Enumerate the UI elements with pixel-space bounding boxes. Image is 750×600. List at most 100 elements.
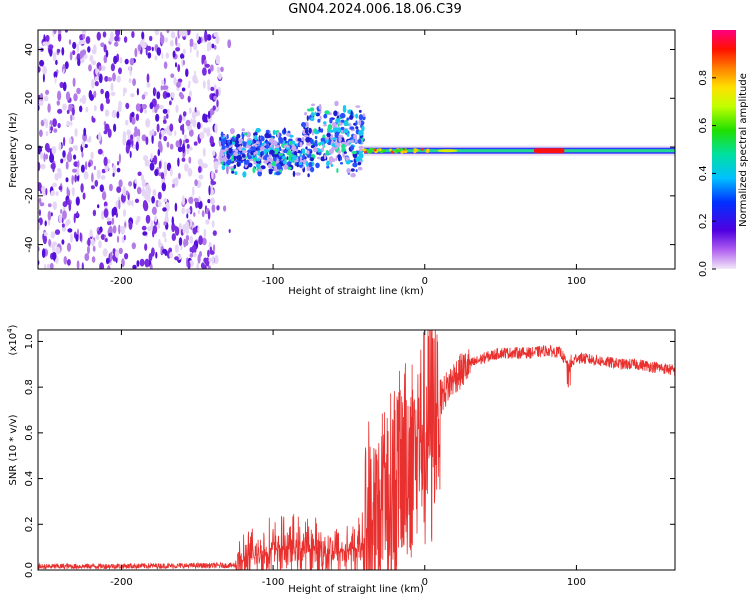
spectrogram-noise-cell — [40, 163, 46, 170]
spectrogram-cell — [297, 155, 301, 162]
spectrogram-noise-cell — [192, 227, 197, 235]
spectrogram-noise-cell — [152, 189, 157, 197]
spectrogram-noise-cell — [204, 32, 208, 42]
spectrogram-noise-cell — [52, 182, 58, 188]
spectrogram-noise-cell — [227, 39, 232, 49]
spectrogram-cell — [314, 139, 318, 145]
spectrogram-cell — [286, 156, 289, 160]
spectrogram-noise-cell — [122, 131, 127, 140]
spectrogram-noise-cell — [87, 245, 90, 255]
spectrogram-noise-cell — [192, 42, 198, 51]
spectrogram-noise-cell — [207, 199, 211, 204]
spectrogram-noise-cell — [93, 104, 97, 112]
spectrogram-noise-cell — [99, 262, 104, 269]
spectrogram-noise-cell — [74, 174, 77, 183]
spectrogram-noise-cell — [123, 36, 128, 43]
spectrogram-noise-cell — [137, 171, 142, 177]
spectrogram-noise-cell — [50, 212, 53, 217]
spectrogram-cell — [299, 153, 303, 158]
spectrogram-noise-cell — [131, 31, 135, 38]
spectrogram-noise-cell — [151, 46, 154, 52]
spectrogram-noise-cell — [58, 30, 62, 34]
spectrogram-noise-cell — [108, 232, 113, 237]
spectrogram-noise-cell — [103, 156, 108, 167]
tone-spot — [362, 148, 367, 152]
spectrogram-noise-cell — [141, 103, 147, 110]
spectrogram-noise-cell — [85, 36, 91, 44]
spectrogram-noise-cell — [65, 177, 69, 183]
spectrogram-noise-cell — [97, 72, 100, 77]
spectrogram-noise-cell — [162, 91, 168, 99]
spectrogram-noise-cell — [99, 184, 105, 192]
spectrogram-cell — [241, 153, 246, 158]
spectrogram-cell — [355, 169, 358, 173]
spectrogram-cell — [247, 162, 253, 168]
spectrogram-noise-cell — [160, 31, 163, 38]
spectrogram-cell — [252, 166, 256, 174]
spectrogram-noise-cell — [90, 151, 94, 160]
spectrogram-cell — [359, 146, 363, 152]
spectrogram-noise-cell — [174, 177, 179, 187]
spectrogram-noise-cell — [156, 91, 161, 100]
spectrogram-cell — [336, 142, 341, 148]
spectrogram-noise-cell — [134, 178, 137, 184]
spectrogram-noise-cell — [214, 123, 218, 134]
spectrogram-noise-cell — [196, 121, 201, 130]
spectrogram-cell — [257, 158, 261, 162]
spectrogram-cell — [268, 168, 274, 172]
spectrogram-noise-cell — [39, 59, 45, 67]
spectrogram-cell — [299, 141, 303, 148]
spectrogram-noise-cell — [68, 147, 73, 152]
spectrogram-cell — [323, 121, 327, 125]
spectrogram-noise-cell — [84, 253, 90, 262]
spectrogram-noise-cell — [187, 261, 191, 269]
colorbar-tick-label: 0.6 — [698, 118, 709, 134]
spectrogram-cell — [324, 110, 330, 115]
spectrogram-cell — [355, 126, 359, 130]
spectrogram-noise-cell — [196, 49, 199, 58]
spectrogram-noise-cell — [155, 251, 158, 259]
spectrogram-noise-cell — [84, 161, 88, 171]
spectrogram-noise-cell — [38, 66, 41, 73]
colorbar-tick-label: 0.8 — [698, 70, 709, 86]
spectrogram-noise-cell — [151, 206, 157, 215]
spectrogram-noise-cell — [51, 252, 57, 261]
spectrogram-noise-cell — [105, 257, 110, 265]
spectrogram-noise-cell — [88, 90, 93, 100]
spectrogram-noise-cell — [136, 88, 139, 96]
spectrogram-noise-cell — [154, 169, 159, 177]
spectrogram-noise-cell — [100, 175, 106, 180]
spectrogram-noise-cell — [214, 168, 218, 174]
spectrogram-noise-cell — [94, 81, 99, 87]
spectrogram-cell — [247, 149, 251, 154]
spectrogram-noise-cell — [170, 31, 176, 39]
spectrogram-noise-cell — [194, 179, 198, 187]
spectrogram-noise-cell — [212, 105, 216, 111]
spectrogram-y-tick-label: -20 — [24, 188, 35, 204]
spectrogram-noise-cell — [41, 185, 46, 194]
spectrogram-noise-cell — [100, 103, 104, 112]
spectrogram-cell — [332, 137, 337, 141]
spectrogram-cell — [269, 154, 272, 157]
spectrogram-noise-cell — [122, 87, 127, 94]
spectrogram-cell — [338, 137, 342, 143]
spectrogram-noise-cell — [110, 63, 115, 72]
spectrogram-noise-cell — [212, 150, 216, 156]
spectrogram-cell — [308, 127, 312, 134]
spectrogram-noise-cell — [112, 225, 117, 234]
spectrogram-noise-cell — [165, 210, 169, 219]
spectrogram-noise-cell — [183, 238, 187, 248]
spectrogram-cell — [321, 147, 325, 152]
spectrogram-noise-cell — [197, 209, 200, 215]
spectrogram-cell — [343, 151, 347, 154]
spectrogram-cell — [340, 126, 345, 131]
spectrogram-noise-cell — [192, 252, 197, 258]
spectrogram-cell — [227, 166, 231, 170]
spectrogram-noise-cell — [83, 127, 87, 137]
spectrogram-noise-cell — [116, 75, 121, 83]
spectrogram-cell — [233, 164, 237, 169]
spectrogram-noise-cell — [191, 111, 197, 120]
spectrogram-noise-cell — [207, 210, 211, 220]
spectrogram-noise-cell — [172, 50, 176, 58]
spectrogram-noise-cell — [142, 201, 148, 210]
